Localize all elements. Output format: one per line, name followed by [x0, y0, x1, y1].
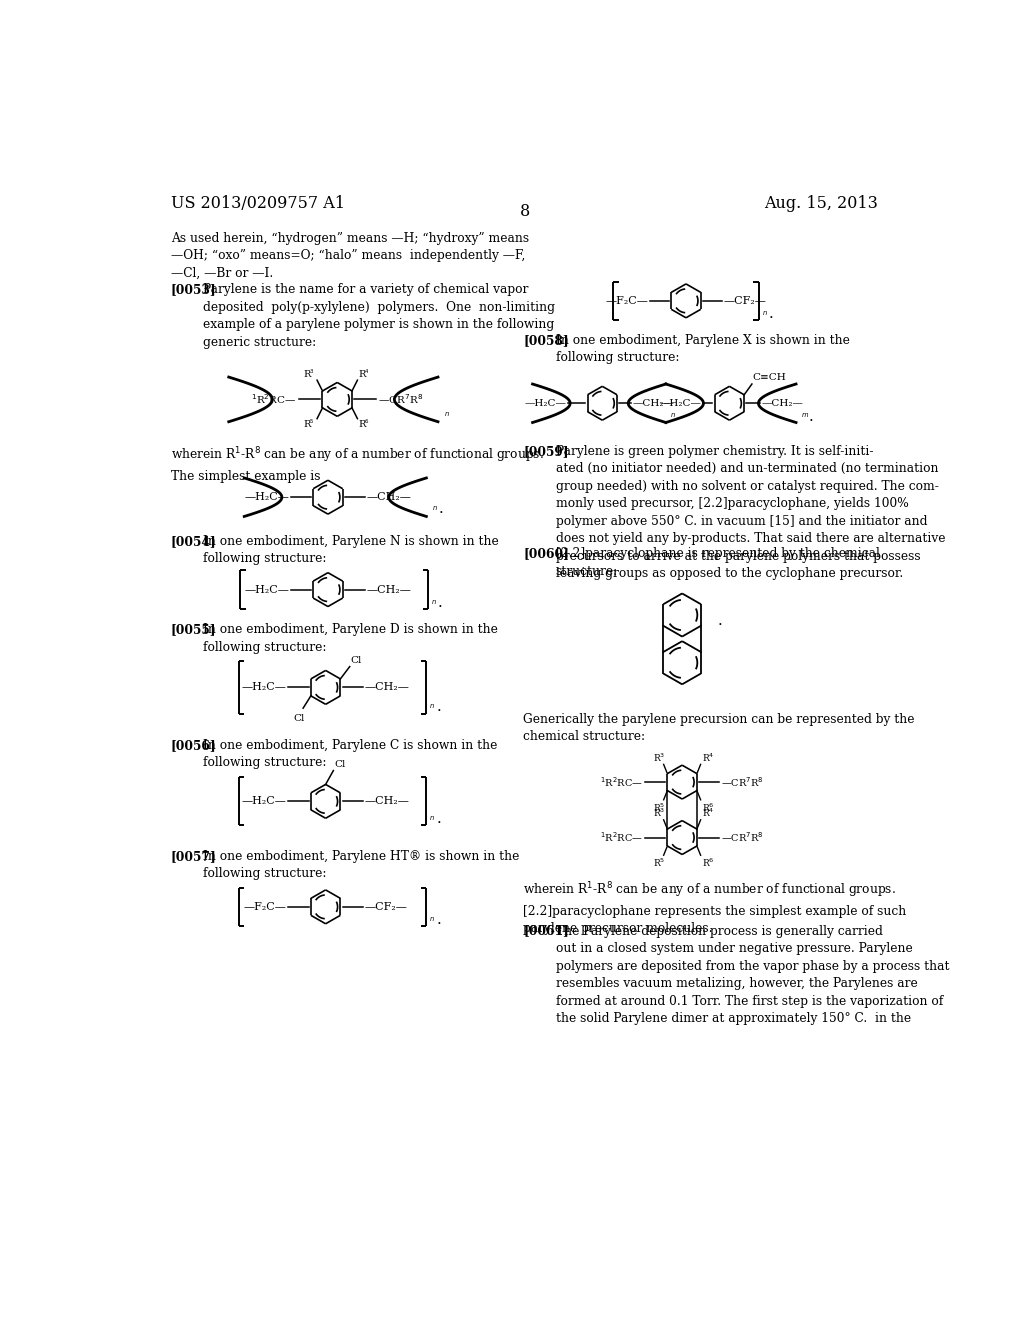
Text: As used herein, “hydrogen” means —H; “hydroxy” means
—OH; “oxo” means=O; “halo” : As used herein, “hydrogen” means —H; “hy…	[171, 231, 528, 280]
Text: R$^5$: R$^5$	[652, 801, 666, 813]
Text: [0056]: [0056]	[171, 739, 216, 752]
Text: —H₂C—: —H₂C—	[659, 399, 701, 408]
Text: R$^4$: R$^4$	[702, 751, 715, 763]
Text: wherein R$^1$-R$^8$ can be any of a number of functional groups.
[2.2]paracyclop: wherein R$^1$-R$^8$ can be any of a numb…	[523, 880, 906, 936]
Text: .: .	[438, 503, 443, 516]
Text: —H₂C—: —H₂C—	[524, 399, 566, 408]
Text: [2.2]paracyclophane is represented by the chemical
structure:: [2.2]paracyclophane is represented by th…	[556, 548, 880, 578]
Text: 8: 8	[519, 203, 530, 220]
Text: $^1$R$^2$RC—: $^1$R$^2$RC—	[251, 392, 296, 407]
Text: —CH₂—: —CH₂—	[367, 585, 412, 594]
Text: [0053]: [0053]	[171, 284, 216, 296]
Text: R$^4$: R$^4$	[702, 807, 715, 818]
Text: US 2013/0209757 A1: US 2013/0209757 A1	[171, 195, 345, 213]
Text: [0061]: [0061]	[523, 924, 569, 937]
Text: $_n$: $_n$	[671, 412, 677, 420]
Text: In one embodiment, Parylene N is shown in the
following structure:: In one embodiment, Parylene N is shown i…	[203, 535, 499, 565]
Text: In one embodiment, Parylene D is shown in the
following structure:: In one embodiment, Parylene D is shown i…	[203, 623, 498, 653]
Text: $^1$R$^2$RC—: $^1$R$^2$RC—	[600, 775, 643, 789]
Text: —CH₂—: —CH₂—	[365, 682, 410, 693]
Text: .: .	[436, 701, 441, 714]
Text: wherein R$^1$-R$^8$ can be any of a number of functional groups.
The simplest ex: wherein R$^1$-R$^8$ can be any of a numb…	[171, 446, 544, 483]
Text: $_n$: $_n$	[429, 814, 435, 822]
Text: —CF₂—: —CF₂—	[723, 296, 766, 306]
Text: In one embodiment, Parylene X is shown in the
following structure:: In one embodiment, Parylene X is shown i…	[556, 334, 850, 364]
Text: R: R	[358, 420, 366, 429]
Text: .: .	[436, 913, 441, 927]
Text: .: .	[809, 411, 813, 424]
Text: $_n$: $_n$	[432, 504, 437, 513]
Text: [0054]: [0054]	[171, 535, 216, 548]
Text: —CR$^7$R$^8$: —CR$^7$R$^8$	[721, 775, 764, 789]
Text: In one embodiment, Parylene C is shown in the
following structure:: In one embodiment, Parylene C is shown i…	[203, 739, 498, 770]
Text: —CH₂—: —CH₂—	[367, 492, 412, 502]
Text: $^5$: $^5$	[309, 420, 314, 428]
Text: [0055]: [0055]	[171, 623, 216, 636]
Text: —CF₂—: —CF₂—	[365, 902, 408, 912]
Text: C≡CH: C≡CH	[753, 374, 786, 383]
Text: —CR$^7$R$^8$: —CR$^7$R$^8$	[378, 392, 424, 407]
Text: $_n$: $_n$	[429, 702, 435, 711]
Text: Cl: Cl	[350, 656, 361, 665]
Text: $_n$: $_n$	[431, 598, 437, 607]
Text: —CH₂—: —CH₂—	[762, 399, 804, 408]
Text: —H₂C—: —H₂C—	[242, 682, 287, 693]
Text: R$^6$: R$^6$	[702, 857, 715, 869]
Text: R$^3$: R$^3$	[652, 807, 666, 818]
Text: —H₂C—: —H₂C—	[245, 585, 289, 594]
Text: R$^6$: R$^6$	[702, 801, 715, 813]
Text: [0060]: [0060]	[523, 548, 569, 560]
Text: $_m$: $_m$	[801, 412, 809, 420]
Text: .: .	[436, 812, 441, 826]
Text: Parylene is green polymer chemistry. It is self-initi-
ated (no initiator needed: Parylene is green polymer chemistry. It …	[556, 445, 945, 581]
Text: $_n$: $_n$	[429, 915, 435, 924]
Text: .: .	[718, 614, 723, 628]
Text: R: R	[303, 420, 310, 429]
Text: $^3$: $^3$	[309, 370, 314, 378]
Text: Aug. 15, 2013: Aug. 15, 2013	[764, 195, 879, 213]
Text: R: R	[303, 370, 310, 379]
Text: Cl: Cl	[294, 714, 305, 723]
Text: [0059]: [0059]	[523, 445, 568, 458]
Text: Generically the parylene precursion can be represented by the
chemical structure: Generically the parylene precursion can …	[523, 713, 914, 743]
Text: —F₂C—: —F₂C—	[606, 296, 649, 306]
Text: —H₂C—: —H₂C—	[245, 492, 289, 502]
Text: [0057]: [0057]	[171, 850, 216, 863]
Text: Cl: Cl	[334, 760, 345, 770]
Text: .: .	[438, 595, 442, 610]
Text: $_n$: $_n$	[762, 309, 768, 318]
Text: [0058]: [0058]	[523, 334, 569, 347]
Text: —CH₂—: —CH₂—	[365, 796, 410, 807]
Text: R$^3$: R$^3$	[652, 751, 666, 763]
Text: —CR$^7$R$^8$: —CR$^7$R$^8$	[721, 830, 764, 845]
Text: $_n$: $_n$	[444, 409, 451, 418]
Text: $^1$R$^2$RC—: $^1$R$^2$RC—	[600, 830, 643, 845]
Text: .: .	[769, 306, 774, 321]
Text: The Parylene deposition process is generally carried
out in a closed system unde: The Parylene deposition process is gener…	[556, 924, 949, 1026]
Text: —F₂C—: —F₂C—	[244, 902, 287, 912]
Text: —CH₂—: —CH₂—	[633, 399, 675, 408]
Text: —H₂C—: —H₂C—	[242, 796, 287, 807]
Text: R: R	[358, 370, 366, 379]
Text: $^4$: $^4$	[365, 370, 370, 378]
Text: Parylene is the name for a variety of chemical vapor
deposited  poly(p-xylylene): Parylene is the name for a variety of ch…	[203, 284, 555, 348]
Text: $^6$: $^6$	[365, 420, 370, 428]
Text: R$^5$: R$^5$	[652, 857, 666, 869]
Text: In one embodiment, Parylene HT® is shown in the
following structure:: In one embodiment, Parylene HT® is shown…	[203, 850, 519, 880]
